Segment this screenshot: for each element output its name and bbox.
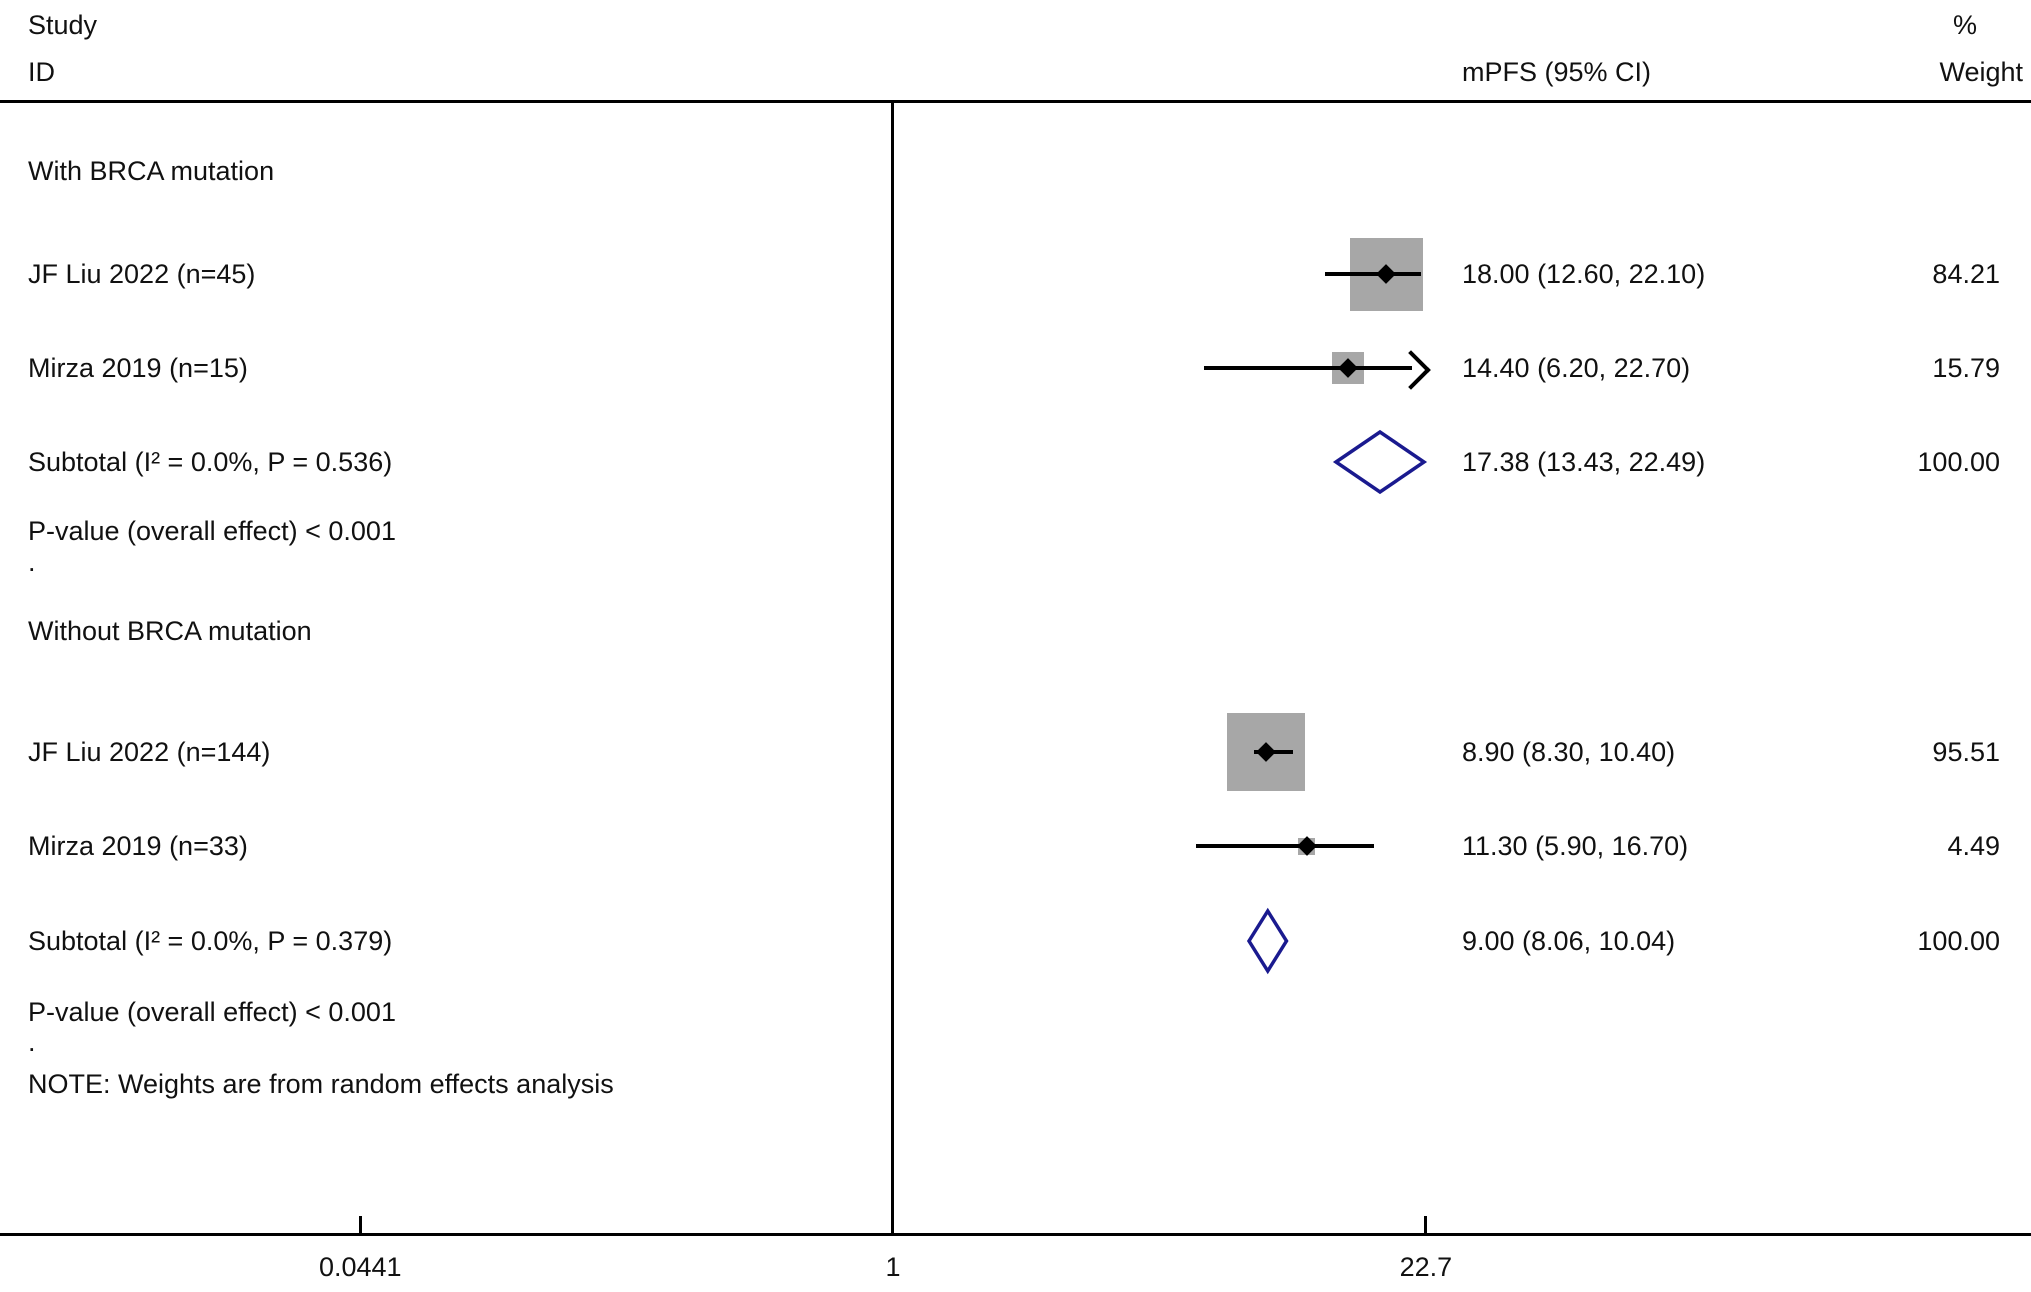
subtotal-diamond [1333,429,1428,495]
weight-text: 84.21 [1932,259,2000,289]
effect-text: 17.38 (13.43, 22.49) [1462,447,1706,477]
effect-text: 8.90 (8.30, 10.40) [1462,737,1676,767]
column-header-id: ID [28,57,55,87]
header-divider-line [0,100,2031,103]
subtotal-diamond [1247,907,1289,975]
column-header-weight: Weight [1939,57,2023,87]
subtotal-label: Subtotal (I² = 0.0%, P = 0.536) [28,447,393,477]
ci-line [1204,366,1412,370]
note-label: NOTE: Weights are from random effects an… [28,1069,614,1099]
weight-text: 95.51 [1932,737,2000,767]
column-header-effect: mPFS (95% CI) [1462,57,1652,87]
x-axis-line [0,1233,2031,1236]
trailing-dot: . [28,1027,36,1057]
weight-text: 100.00 [1917,447,2000,477]
study-label: JF Liu 2022 (n=144) [28,737,271,767]
study-label: Mirza 2019 (n=15) [28,353,248,383]
ci-line [1325,272,1422,276]
effect-text: 18.00 (12.60, 22.10) [1462,259,1706,289]
axis-tick [1424,1216,1428,1233]
group-label: With BRCA mutation [28,156,275,186]
p-value-label: P-value (overall effect) < 0.001 [28,516,396,546]
effect-text: 11.30 (5.90, 16.70) [1462,831,1689,861]
column-header-percent: % [1952,10,1977,40]
subtotal-label: Subtotal (I² = 0.0%, P = 0.379) [28,926,393,956]
axis-tick-label: 22.7 [1399,1252,1453,1282]
weight-text: 4.49 [1947,831,2000,861]
ci-line [1195,844,1374,848]
effect-text: 9.00 (8.06, 10.04) [1462,926,1676,956]
weight-text: 15.79 [1932,353,2000,383]
axis-tick [358,1216,362,1233]
p-value-label: P-value (overall effect) < 0.001 [28,997,396,1027]
arrow-right-icon [1391,350,1431,390]
group-label: Without BRCA mutation [28,616,312,646]
trailing-dot: . [28,547,36,577]
column-header-study: Study [28,10,98,40]
study-label: JF Liu 2022 (n=45) [28,259,256,289]
axis-tick-label: 0.0441 [318,1252,402,1282]
study-label: Mirza 2019 (n=33) [28,831,248,861]
effect-text: 14.40 (6.20, 22.70) [1462,353,1691,383]
null-effect-line [891,103,894,1233]
weight-text: 100.00 [1917,926,2000,956]
axis-tick-label: 1 [885,1252,901,1282]
